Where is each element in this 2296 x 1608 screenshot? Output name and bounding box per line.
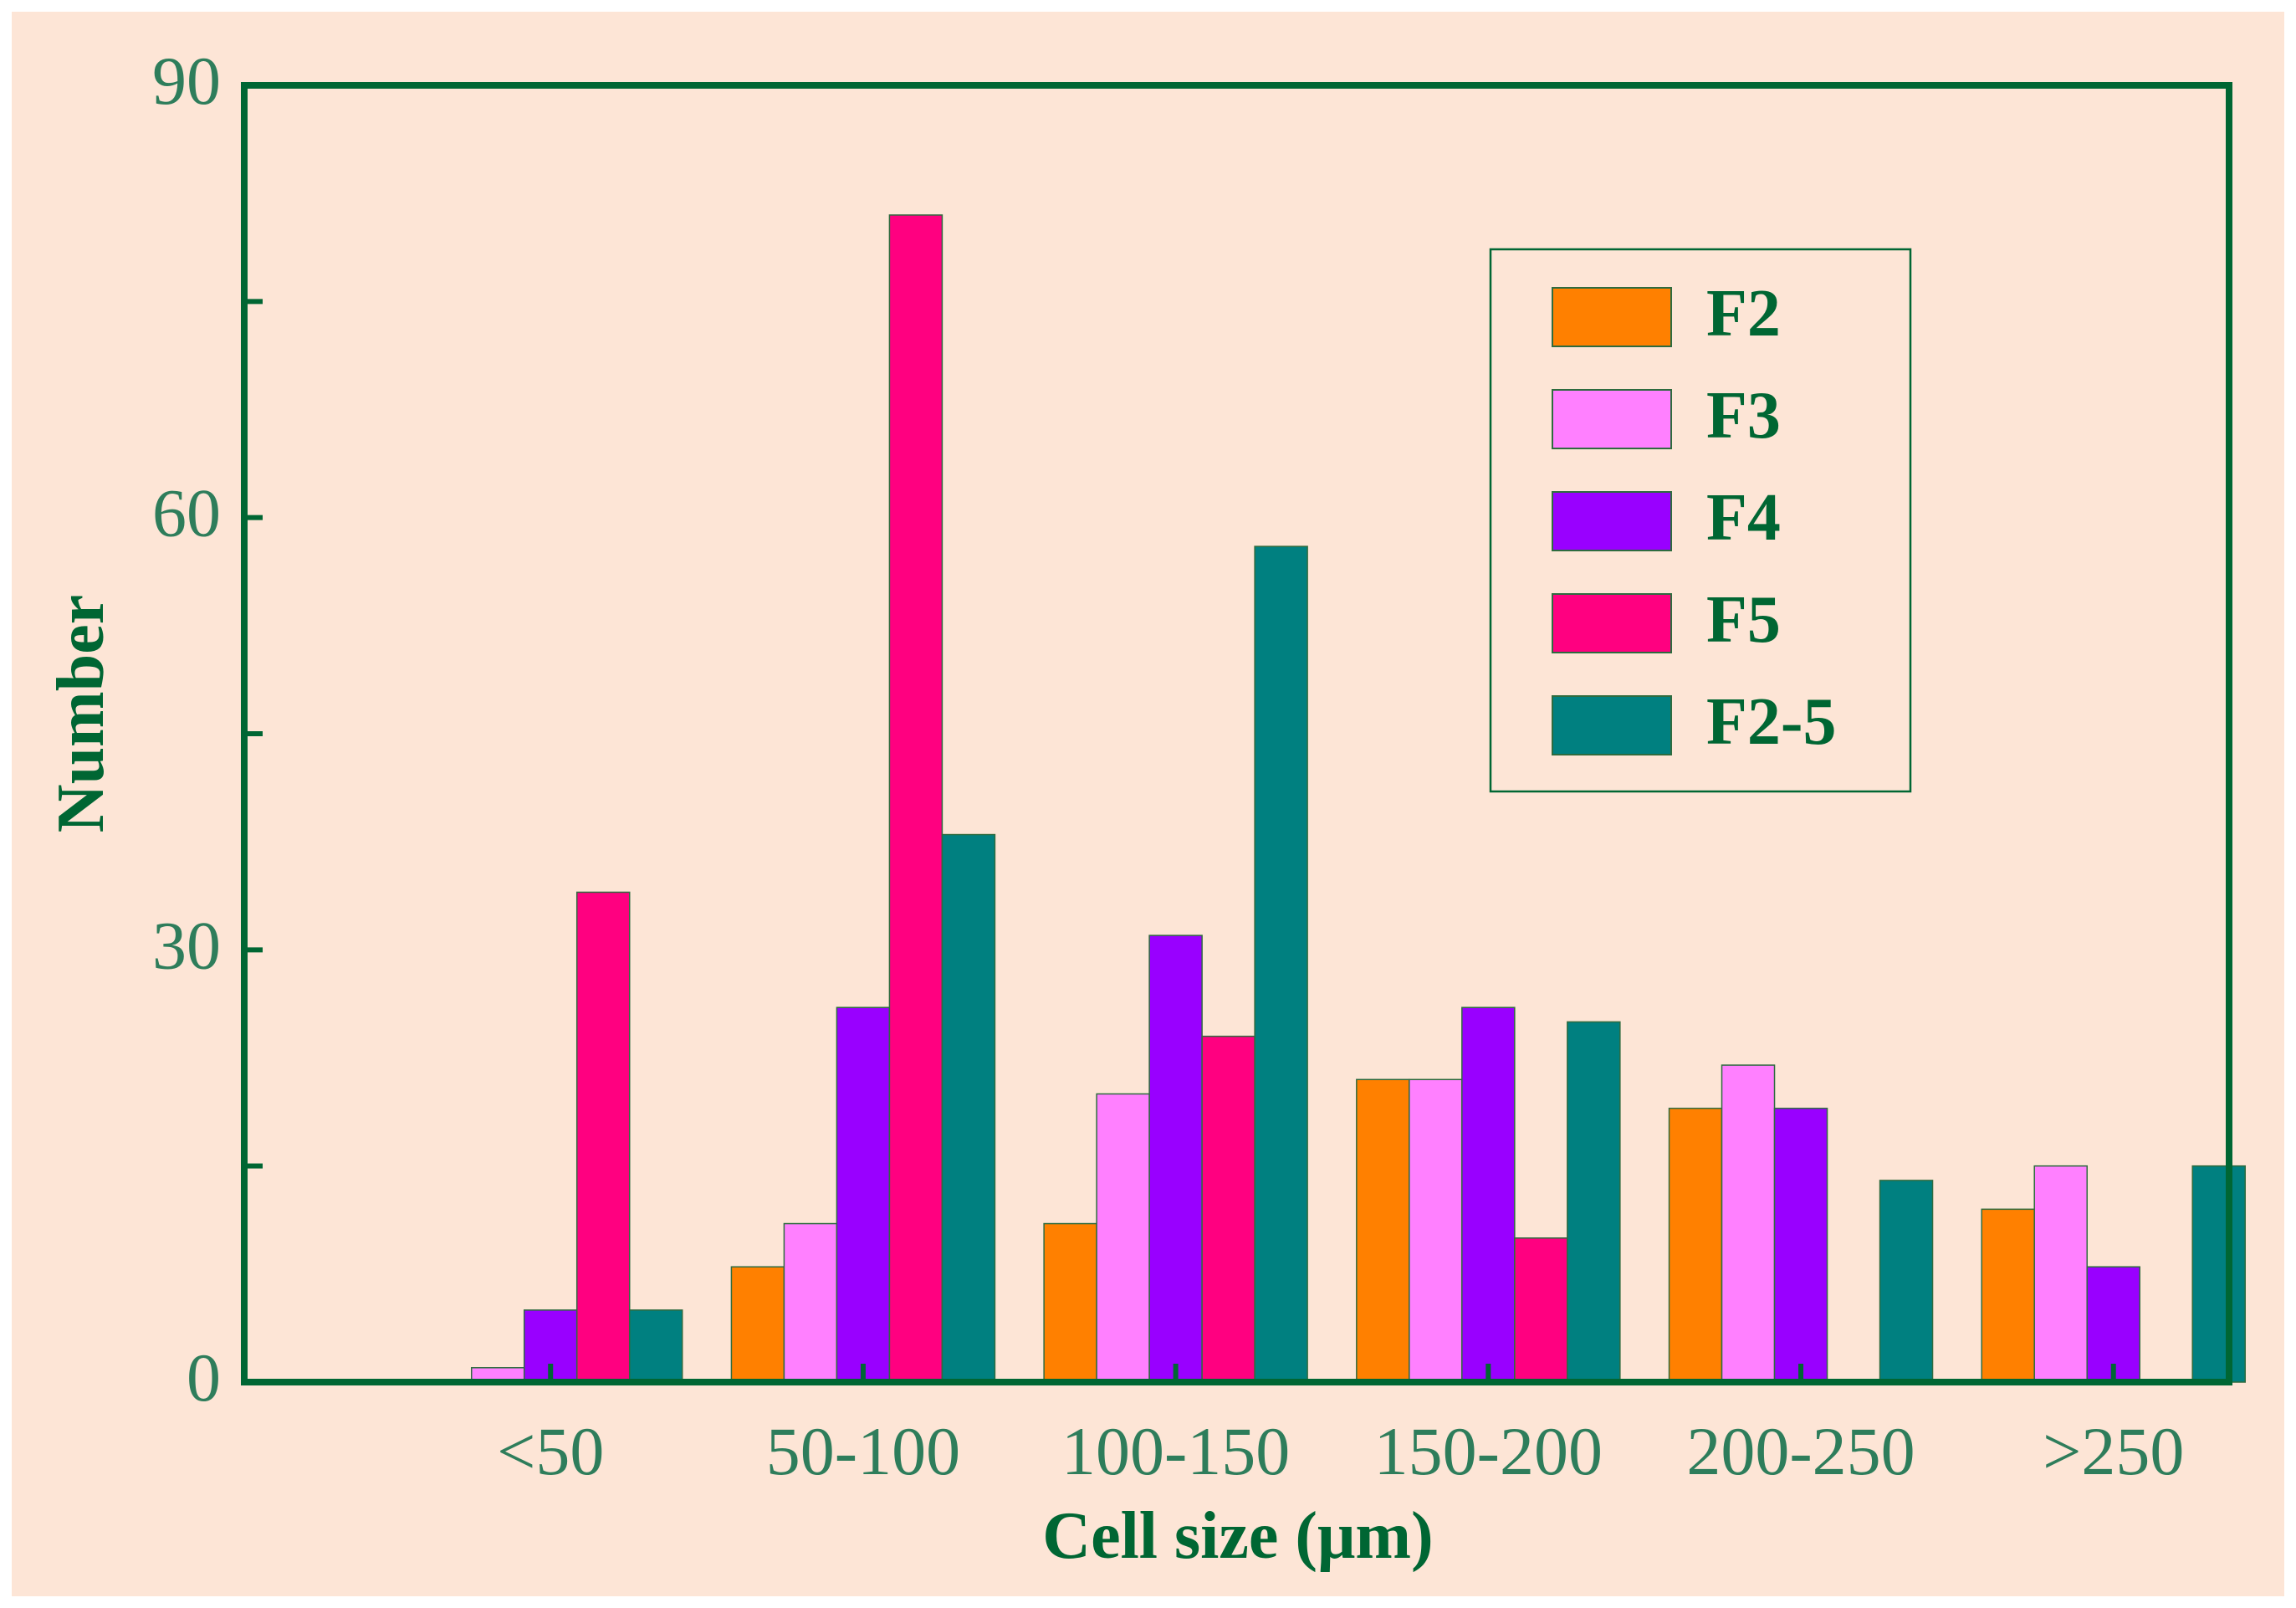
bar-f2-5-3 <box>1567 1021 1621 1383</box>
x-axis-title: Cell size (μm) <box>1042 1499 1433 1573</box>
bar-f3-5 <box>2033 1165 2088 1383</box>
bar-f2-4 <box>1668 1108 1723 1383</box>
legend-swatch-f3 <box>1552 389 1672 449</box>
x-tick-label: 150-200 <box>1374 1413 1603 1489</box>
x-tick-label: 100-150 <box>1061 1413 1290 1489</box>
bar-f5-2 <box>1201 1035 1255 1383</box>
bar-f2-2 <box>1043 1222 1097 1383</box>
bar-f4-5 <box>2086 1266 2140 1383</box>
legend-swatch-f2 <box>1552 287 1672 347</box>
bar-f3-3 <box>1409 1078 1463 1383</box>
bars-layer <box>470 214 2246 1383</box>
y-tick-label: 60 <box>152 475 221 551</box>
bar-f4-3 <box>1461 1006 1516 1383</box>
legend-swatch-f4 <box>1552 491 1672 551</box>
legend-label-f2-5: F2-5 <box>1706 685 1837 759</box>
bar-f5-1 <box>888 214 943 1383</box>
labels-layer: 0 30 60 90 <50 50-100 100-150 150-200 200-250 >25… <box>152 43 2184 1489</box>
legend-label-f4: F4 <box>1706 481 1781 555</box>
legend-label-f2: F2 <box>1706 277 1781 351</box>
bar-f2-5-4 <box>1879 1180 1934 1383</box>
bar-f4-4 <box>1773 1108 1828 1383</box>
bar-f4-2 <box>1148 935 1203 1383</box>
legend-label-f5: F5 <box>1706 583 1781 657</box>
bar-f5-3 <box>1514 1237 1568 1383</box>
x-tick-label: >250 <box>2043 1413 2184 1489</box>
bar-f3-1 <box>783 1222 838 1383</box>
legend-swatch-f5 <box>1552 593 1672 653</box>
legend-swatch-f2-5 <box>1552 695 1672 755</box>
x-tick-label: 50-100 <box>766 1413 960 1489</box>
bar-f3-4 <box>1721 1064 1776 1383</box>
x-tick-label: 200-250 <box>1686 1413 1915 1489</box>
legend-label-f3: F3 <box>1706 379 1781 453</box>
plot-frame <box>241 82 2232 1385</box>
bar-f2-3 <box>1356 1078 1410 1383</box>
bar-f2-5 <box>1981 1208 2035 1383</box>
bar-f2-5-1 <box>941 833 996 1383</box>
y-tick-label: 30 <box>152 907 221 983</box>
bar-f2-1 <box>730 1266 785 1383</box>
y-tick-label: 90 <box>152 43 221 119</box>
bar-f4-1 <box>836 1006 891 1383</box>
legend-box <box>1489 248 1912 793</box>
bar-f3-2 <box>1096 1093 1150 1383</box>
bar-f5-0 <box>575 891 631 1383</box>
bar-f2-5-2 <box>1254 545 1308 1383</box>
bar-f2-5-0 <box>628 1309 683 1383</box>
legend-items: F2 F3 F4 F5 F2-5 <box>1552 277 1837 759</box>
y-axis-title: Number <box>44 595 118 832</box>
legend: F2 F3 F4 F5 F2-5 <box>1489 248 1912 793</box>
bar-f2-5-5 <box>2191 1165 2246 1383</box>
y-tick-label: 0 <box>187 1339 221 1416</box>
x-tick-label: <50 <box>497 1413 604 1489</box>
